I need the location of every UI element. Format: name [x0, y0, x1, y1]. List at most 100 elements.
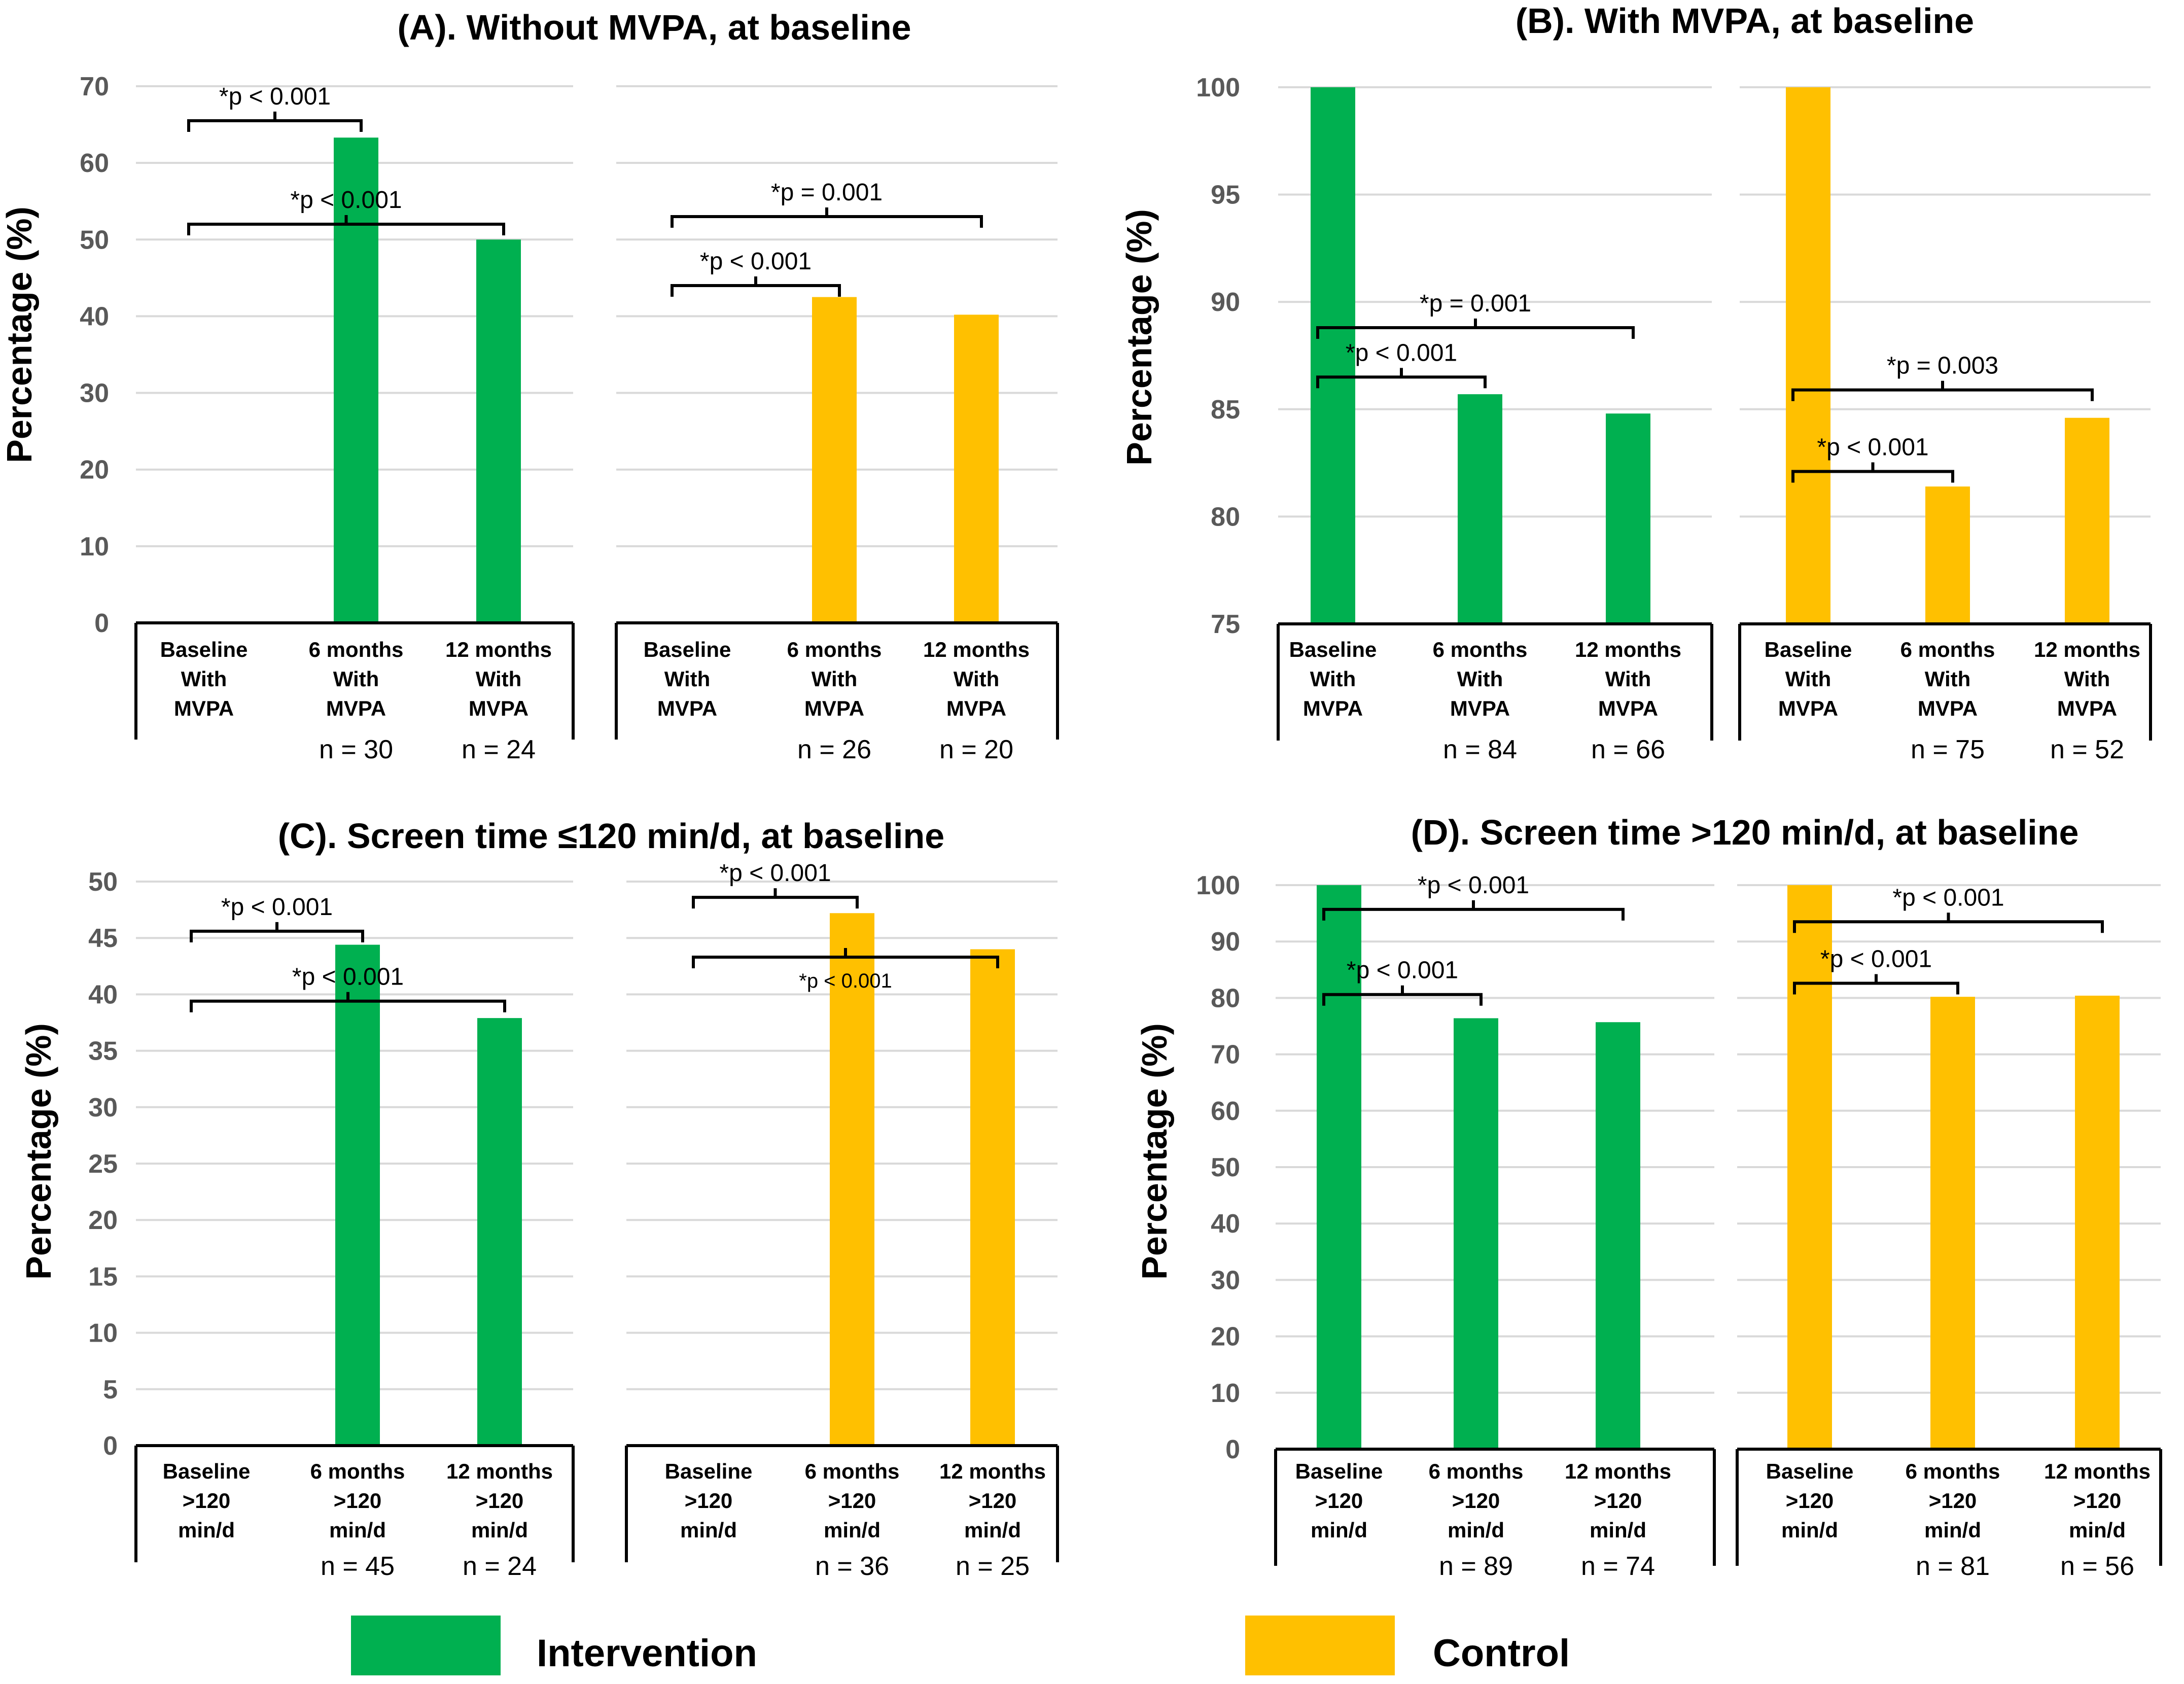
- y-tick-label: 30: [1211, 1266, 1240, 1295]
- significance-annotation: *p < 0.001: [693, 948, 998, 992]
- x-tick-label-line: min/d: [1781, 1518, 1838, 1542]
- x-tick-label-line: >120: [828, 1489, 876, 1513]
- y-tick-label: 5: [103, 1375, 118, 1405]
- legend-label-intervention: Intervention: [537, 1632, 757, 1675]
- significance-label: *p < 0.001: [1820, 945, 1932, 972]
- x-tick-label-line: min/d: [1448, 1518, 1504, 1542]
- y-tick-label: 20: [1211, 1322, 1240, 1352]
- x-tick-label-line: MVPA: [1598, 696, 1658, 720]
- significance-bracket: [1793, 381, 2092, 401]
- significance-label: *p < 0.001: [1892, 884, 2004, 911]
- y-tick-label: 25: [88, 1149, 118, 1179]
- y-tick-label: 60: [80, 149, 109, 178]
- x-tick-label: 12 months >120 min/d: [2044, 1459, 2151, 1542]
- bar-intervention-2: [1596, 1022, 1640, 1449]
- subplot-control: Baseline >120 min/d6 months >120 min/d12 mon…: [626, 860, 1058, 1581]
- significance-label: *p = 0.001: [771, 179, 883, 206]
- y-axis-label: Percentage (%): [1119, 209, 1159, 466]
- x-tick-label-line: MVPA: [174, 696, 234, 720]
- x-tick-label: 6 months With MVPA: [1433, 638, 1528, 720]
- x-tick-label-line: min/d: [2069, 1518, 2126, 1542]
- x-tick-label-line: 12 months: [2034, 638, 2140, 661]
- y-tick-label: 0: [103, 1431, 118, 1461]
- x-tick-label-line: With: [181, 667, 227, 691]
- y-tick-label: 95: [1211, 181, 1240, 210]
- significance-label: *p < 0.001: [700, 248, 812, 275]
- subplot-intervention: Baseline With MVPA6 months With MVPA12 month…: [1278, 87, 1712, 764]
- significance-label: *p < 0.001: [219, 83, 331, 110]
- x-tick-label-line: MVPA: [657, 696, 717, 720]
- x-tick-label-line: >120: [1594, 1489, 1642, 1513]
- x-tick-label: 6 months With MVPA: [1900, 638, 1995, 720]
- x-tick-label-line: With: [1605, 667, 1651, 691]
- significance-annotation: *p < 0.001: [1794, 884, 2102, 933]
- n-label: n = 20: [939, 735, 1013, 764]
- x-tick-label-line: >120: [969, 1489, 1017, 1513]
- significance-label: *p < 0.001: [221, 894, 333, 921]
- n-label: n = 30: [319, 735, 393, 764]
- x-tick-label-line: min/d: [1590, 1518, 1646, 1542]
- x-tick-label-line: With: [333, 667, 379, 691]
- x-tick-label-line: >120: [685, 1489, 733, 1513]
- x-tick-label-line: >120: [476, 1489, 524, 1513]
- significance-annotation: *p = 0.001: [672, 179, 981, 228]
- n-label: n = 74: [1581, 1552, 1655, 1581]
- x-tick-label-line: With: [954, 667, 1000, 691]
- x-tick-label-line: Baseline: [1295, 1459, 1383, 1483]
- n-label: n = 56: [2060, 1552, 2134, 1581]
- legend-swatch-intervention: [351, 1616, 501, 1675]
- x-tick-label-line: MVPA: [469, 696, 529, 720]
- chart-title: (D). Screen time >120 min/d, at baseline: [1411, 813, 2079, 852]
- x-tick-label: 6 months >120 min/d: [805, 1459, 900, 1542]
- significance-bracket: [1324, 900, 1623, 921]
- n-label: n = 25: [956, 1552, 1030, 1581]
- significance-bracket: [693, 888, 857, 908]
- n-label: n = 66: [1591, 735, 1665, 764]
- x-tick-label-line: 12 months: [923, 638, 1030, 661]
- x-tick-label-line: MVPA: [1778, 696, 1838, 720]
- x-tick-label-line: Baseline: [644, 638, 731, 661]
- y-tick-label: 80: [1211, 502, 1240, 532]
- y-tick-label: 30: [88, 1093, 118, 1122]
- significance-annotation: *p < 0.001: [693, 860, 857, 908]
- significance-annotation: *p < 0.001: [189, 83, 361, 132]
- y-tick-label: 30: [80, 379, 109, 408]
- x-tick-label-line: 12 months: [939, 1459, 1046, 1483]
- x-tick-label-line: min/d: [471, 1518, 528, 1542]
- x-tick-label-line: MVPA: [804, 696, 864, 720]
- x-tick-label-line: Baseline: [1766, 1459, 1854, 1483]
- x-tick-label: 12 months >120 min/d: [446, 1459, 553, 1542]
- x-tick-label: 6 months >120 min/d: [310, 1459, 405, 1542]
- x-tick-label-line: With: [1310, 667, 1356, 691]
- x-tick-label-line: With: [812, 667, 858, 691]
- bar-control-2: [970, 949, 1015, 1446]
- n-label: n = 24: [463, 1552, 537, 1581]
- bar-control-0: [1786, 87, 1830, 624]
- significance-label: *p = 0.001: [1420, 290, 1531, 317]
- x-tick-label-line: 6 months: [309, 638, 404, 661]
- n-label: n = 24: [462, 735, 536, 764]
- x-tick-label-line: MVPA: [2057, 696, 2117, 720]
- x-tick-label-line: Baseline: [1765, 638, 1852, 661]
- x-tick-label: Baseline With MVPA: [644, 638, 731, 720]
- x-tick-label-line: 6 months: [1906, 1459, 2000, 1483]
- chart-panel-c: (C). Screen time ≤120 min/d, at baseline…: [19, 816, 1058, 1581]
- x-tick-label-line: >120: [183, 1489, 231, 1513]
- y-tick-label: 10: [80, 532, 109, 562]
- x-tick-label-line: min/d: [680, 1518, 737, 1542]
- chart-panel-d: (D). Screen time >120 min/d, at baseline…: [1135, 813, 2161, 1581]
- x-tick-label: 6 months >120 min/d: [1429, 1459, 1524, 1542]
- y-tick-label: 80: [1211, 984, 1240, 1013]
- chart-title: (B). With MVPA, at baseline: [1516, 1, 1974, 41]
- x-tick-label-line: With: [2064, 667, 2110, 691]
- y-axis-label: Percentage (%): [0, 206, 39, 463]
- legend: Intervention Control: [351, 1616, 1570, 1675]
- x-tick-label-line: Baseline: [1289, 638, 1377, 661]
- bar-intervention-1: [335, 945, 380, 1446]
- x-tick-label-line: min/d: [824, 1518, 880, 1542]
- figure: (A). Without MVPA, at baseline Percentage…: [0, 0, 2184, 1684]
- x-tick-label: Baseline With MVPA: [160, 638, 248, 720]
- y-tick-label: 90: [1211, 288, 1240, 317]
- n-label: n = 52: [2050, 735, 2124, 764]
